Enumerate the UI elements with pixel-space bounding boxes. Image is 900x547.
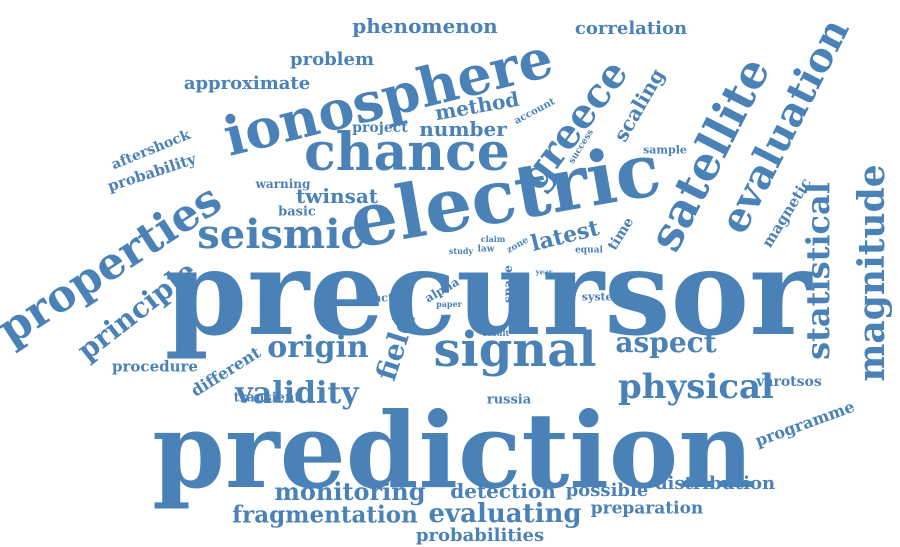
word-physical: physical — [618, 367, 774, 407]
word-monitoring: monitoring — [274, 477, 426, 506]
word-fragmentation: fragmentation — [232, 501, 418, 529]
word-varotsos: varotsos — [756, 374, 822, 390]
word-equal: equal — [575, 245, 603, 256]
word-precursor: precursor — [164, 223, 812, 362]
word-problem: problem — [290, 49, 374, 70]
word-warning: warning — [255, 177, 311, 191]
word-transient: transient — [233, 390, 301, 406]
word-chance: chance — [304, 122, 510, 183]
word-result: result — [482, 328, 510, 338]
word-evaluating: evaluating — [428, 499, 582, 529]
word-possible: possible — [565, 480, 649, 501]
word-space: space — [501, 265, 515, 303]
word-year: year — [535, 267, 553, 277]
word-system: system — [581, 290, 625, 304]
word-origin: origin — [267, 330, 369, 365]
word-law: law — [477, 244, 495, 255]
word-approximate: approximate — [183, 73, 311, 94]
word-magnitude: magnitude — [851, 164, 893, 382]
word-fractal: fractal — [363, 291, 405, 305]
word-paper: paper — [436, 299, 462, 309]
word-sample: sample — [643, 143, 687, 157]
word-study: study — [448, 246, 474, 256]
word-basic: basic — [278, 204, 316, 220]
word-procedure: procedure — [112, 357, 198, 376]
word-signal: signal — [433, 322, 597, 378]
word-distribution: distribution — [654, 473, 776, 494]
word-prediction: prediction — [152, 389, 754, 512]
word-russia: russia — [486, 392, 532, 408]
word-validity: validity — [235, 376, 359, 411]
word-correlation: correlation — [574, 18, 688, 39]
word-preparation: preparation — [590, 498, 704, 519]
word-phenomenon: phenomenon — [352, 14, 498, 38]
word-claim: claim — [480, 234, 506, 244]
word-statistical: statistical — [799, 182, 837, 360]
word-number: number — [419, 117, 507, 141]
word-probabilities: probabilities — [415, 525, 545, 546]
word-detection: detection — [450, 479, 556, 503]
word-seismic: seismic — [197, 211, 365, 258]
word-aspect: aspect — [615, 326, 717, 359]
word-project: project — [352, 120, 408, 136]
word-twinsat: twinsat — [295, 184, 379, 208]
